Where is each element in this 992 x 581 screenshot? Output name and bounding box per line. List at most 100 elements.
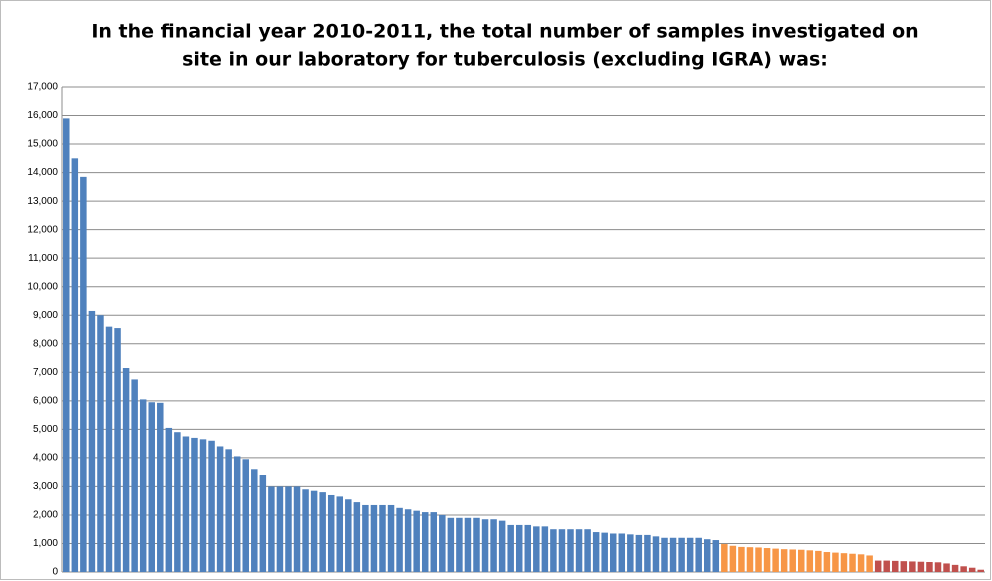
bar: [661, 537, 668, 572]
bar: [712, 540, 720, 572]
bar: [88, 310, 96, 572]
chart-title-line-2: site in our laboratory for tuberculosis …: [182, 49, 828, 71]
bar: [968, 567, 976, 572]
bar: [977, 569, 984, 572]
bar: [575, 529, 583, 572]
bar: [635, 534, 643, 572]
bar: [80, 176, 87, 572]
y-tick-label: 17,000: [27, 82, 58, 93]
bar: [909, 561, 916, 572]
bar: [225, 449, 232, 572]
bar: [669, 537, 677, 572]
bar: [900, 561, 908, 572]
y-tick-label: 1,000: [33, 538, 58, 549]
bar: [840, 553, 848, 572]
bar: [114, 328, 121, 572]
bar: [208, 440, 215, 572]
bar: [97, 315, 104, 572]
bar: [310, 490, 318, 572]
bar: [849, 553, 856, 572]
bar: [490, 519, 497, 572]
bar: [319, 492, 326, 572]
bar: [336, 496, 344, 572]
bar: [609, 533, 617, 572]
bar: [601, 532, 608, 572]
bar: [686, 537, 694, 572]
bar: [285, 486, 292, 572]
bar: [216, 446, 224, 572]
bar: [293, 486, 301, 572]
bar: [379, 504, 386, 572]
bar: [951, 564, 959, 572]
bar: [481, 519, 489, 572]
y-tick-label: 3,000: [33, 481, 58, 492]
y-tick-label: 14,000: [27, 167, 58, 178]
bar: [148, 402, 155, 572]
bar: [71, 158, 79, 572]
bar: [857, 554, 865, 572]
y-tick-label: 4,000: [33, 453, 58, 464]
bar: [387, 504, 395, 572]
bar: [866, 555, 873, 572]
y-tick-label: 11,000: [28, 253, 58, 264]
bar: [122, 368, 130, 572]
bar: [926, 562, 933, 572]
bar: [199, 439, 207, 572]
y-tick-label: 0: [52, 567, 58, 578]
bar: [883, 560, 890, 572]
bar: [678, 537, 685, 572]
bar: [353, 502, 361, 572]
y-tick-label: 8,000: [33, 338, 58, 349]
y-tick-label: 15,000: [27, 139, 58, 150]
y-tick-label: 6,000: [33, 395, 58, 406]
bar: [233, 456, 241, 572]
bar: [780, 549, 788, 572]
bar: [815, 550, 822, 572]
bar: [131, 379, 138, 572]
y-tick-label: 9,000: [33, 310, 58, 321]
bar: [772, 548, 779, 572]
y-tick-label: 2,000: [33, 510, 58, 521]
bar: [874, 560, 882, 572]
bar: [327, 494, 335, 572]
bar: [567, 529, 574, 572]
chart-title-line-1: In the financial year 2010-2011, the tot…: [91, 21, 918, 43]
bar: [464, 517, 472, 572]
bar: [473, 517, 480, 572]
y-tick-label: 5,000: [33, 424, 58, 435]
bar: [268, 486, 275, 572]
bar: [404, 509, 412, 572]
bar: [618, 533, 626, 572]
bar: [558, 529, 566, 572]
bar: [396, 507, 403, 572]
bar: [63, 118, 70, 572]
bar: [789, 549, 796, 572]
bar: [960, 566, 967, 572]
bar: [550, 529, 557, 572]
bar: [430, 512, 438, 572]
bar: [738, 546, 745, 572]
bar: [729, 545, 737, 572]
bar: [644, 534, 651, 572]
bar: [139, 399, 147, 572]
bar: [627, 534, 634, 572]
bar: [917, 561, 925, 572]
bar: [242, 459, 249, 572]
bar: [943, 563, 950, 572]
y-tick-label: 13,000: [27, 196, 58, 207]
bar: [174, 432, 181, 572]
bar: [695, 537, 702, 572]
bar: [182, 436, 190, 572]
bar: [892, 560, 899, 572]
bar: [439, 514, 446, 572]
y-tick-label: 12,000: [27, 224, 58, 235]
bar: [302, 489, 309, 572]
bar: [165, 427, 173, 572]
bar: [105, 326, 113, 572]
bar: [456, 517, 463, 572]
bar: [934, 562, 942, 572]
bar: [798, 549, 805, 572]
bar: [447, 517, 455, 572]
